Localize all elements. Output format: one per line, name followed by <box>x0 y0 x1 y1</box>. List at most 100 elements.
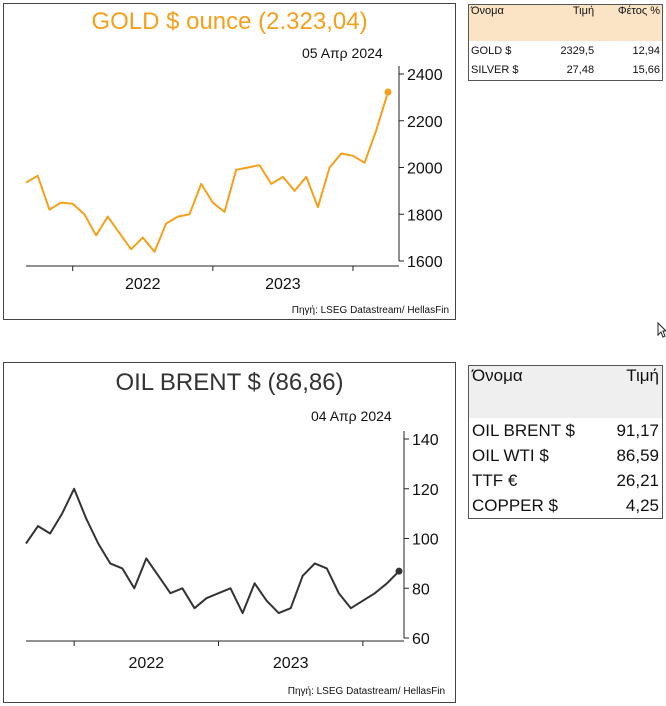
data-point <box>386 582 388 584</box>
y-tick-label: 1600 <box>407 254 443 271</box>
data-point <box>254 582 256 584</box>
column-header-name: Όνομα <box>468 4 543 41</box>
y-tick-label: 140 <box>412 432 439 449</box>
data-point <box>181 587 183 589</box>
data-point <box>49 533 51 535</box>
column-header-name: Όνομα <box>468 365 603 418</box>
data-point <box>352 155 354 157</box>
table-row: COPPER $ 4,25 <box>469 493 663 519</box>
series-line <box>25 91 389 253</box>
data-point <box>270 183 272 185</box>
oil-chart-date: 04 Απρ 2024 <box>311 408 392 424</box>
table-header-row: Όνομα Τιμή <box>468 365 663 418</box>
row-name: COPPER $ <box>472 495 558 515</box>
data-point <box>242 612 244 614</box>
data-point <box>375 129 377 131</box>
row-name: GOLD $ <box>471 44 512 57</box>
data-point <box>224 211 226 213</box>
data-point <box>61 513 63 515</box>
table-header-row: Όνομα Τιμή Φέτος % <box>468 4 663 41</box>
x-tick-label: 2023 <box>265 276 301 293</box>
data-point <box>350 607 352 609</box>
gold-chart-source: Πηγή: LSEG Datastream/ HellasFin <box>291 305 449 316</box>
row-name: SILVER $ <box>471 64 519 77</box>
data-point <box>145 557 147 559</box>
data-point <box>48 209 50 211</box>
series-line <box>25 487 400 615</box>
data-point <box>290 607 292 609</box>
row-price: 86,59 <box>616 445 659 465</box>
x-tick-label: 2022 <box>129 655 165 672</box>
table-row: OIL WTI $ 86,59 <box>469 443 663 468</box>
data-point <box>85 518 87 520</box>
row-price: 4,25 <box>625 495 659 515</box>
column-header-price: Τιμή <box>542 4 597 41</box>
data-point <box>25 182 27 184</box>
data-point <box>212 202 214 204</box>
gold-chart-title: GOLD $ ounce (2.323,04) <box>91 8 368 35</box>
data-point <box>157 575 159 577</box>
data-point <box>95 234 97 236</box>
data-point <box>230 587 232 589</box>
y-tick-label: 2200 <box>407 114 443 131</box>
data-point <box>266 600 268 602</box>
row-ytd: 15,66 <box>632 64 660 77</box>
column-header-price: Τιμή <box>602 365 663 418</box>
data-point <box>107 216 109 218</box>
table-row: TTF € 26,21 <box>469 468 663 493</box>
x-tick-label: 2022 <box>125 276 161 293</box>
data-point <box>193 607 195 609</box>
data-point <box>109 562 111 564</box>
y-tick-label: 100 <box>412 532 439 549</box>
oil-chart-panel: OIL BRENT $ (86,86) 04 Απρ 2024 60 80 100 1… <box>3 362 456 703</box>
data-point <box>205 597 207 599</box>
y-tick-label: 2000 <box>407 161 443 178</box>
data-point <box>72 203 74 205</box>
table-row: SILVER $ 27,48 15,66 <box>469 60 663 80</box>
gold-chart-panel: GOLD $ ounce (2.323,04) 05 Απρ 2024 1600… <box>3 3 456 320</box>
data-point <box>118 232 120 234</box>
data-point <box>200 183 202 185</box>
data-point <box>364 162 366 164</box>
row-price: 27,48 <box>566 64 595 77</box>
oil-chart-svg: 60 80 100 120 140 2022 2023 <box>25 431 439 672</box>
data-point <box>305 176 307 178</box>
oil-chart-title: OIL BRENT $ (86,86) <box>115 369 344 396</box>
data-point <box>329 167 331 169</box>
x-tick-label: 2023 <box>273 655 309 672</box>
data-point <box>142 237 144 239</box>
data-point <box>73 488 75 490</box>
mouse-cursor-icon <box>657 322 666 338</box>
table-row: OIL BRENT $ 91,17 <box>469 418 663 443</box>
data-point <box>278 612 280 614</box>
row-price: 91,17 <box>616 420 659 440</box>
data-point <box>188 213 190 215</box>
data-point <box>177 216 179 218</box>
data-point <box>235 169 237 171</box>
data-point <box>302 575 304 577</box>
row-ytd: 12,94 <box>632 44 660 57</box>
data-point <box>326 567 328 569</box>
data-point <box>25 542 27 544</box>
data-point <box>97 542 99 544</box>
data-point <box>130 248 132 250</box>
data-point <box>121 567 123 569</box>
data-point <box>374 592 376 594</box>
y-tick-label: 80 <box>412 581 430 598</box>
y-tick-label: 120 <box>412 482 439 499</box>
y-tick-label: 1800 <box>407 207 443 224</box>
row-name: OIL BRENT $ <box>472 420 575 440</box>
data-point <box>282 176 284 178</box>
data-point <box>338 592 340 594</box>
data-point <box>60 202 62 204</box>
data-point <box>37 175 39 177</box>
gold-price-table: Όνομα Τιμή Φέτος % GOLD $ 2329,5 12,94 S… <box>468 4 663 81</box>
column-header-ytd: Φέτος % <box>596 4 663 41</box>
data-point <box>83 213 85 215</box>
data-point <box>169 592 171 594</box>
y-tick-label: 60 <box>412 631 430 648</box>
last-point-marker <box>384 88 392 96</box>
table-row: GOLD $ 2329,5 12,94 <box>469 41 663 61</box>
data-point <box>247 167 249 169</box>
data-point <box>165 223 167 225</box>
